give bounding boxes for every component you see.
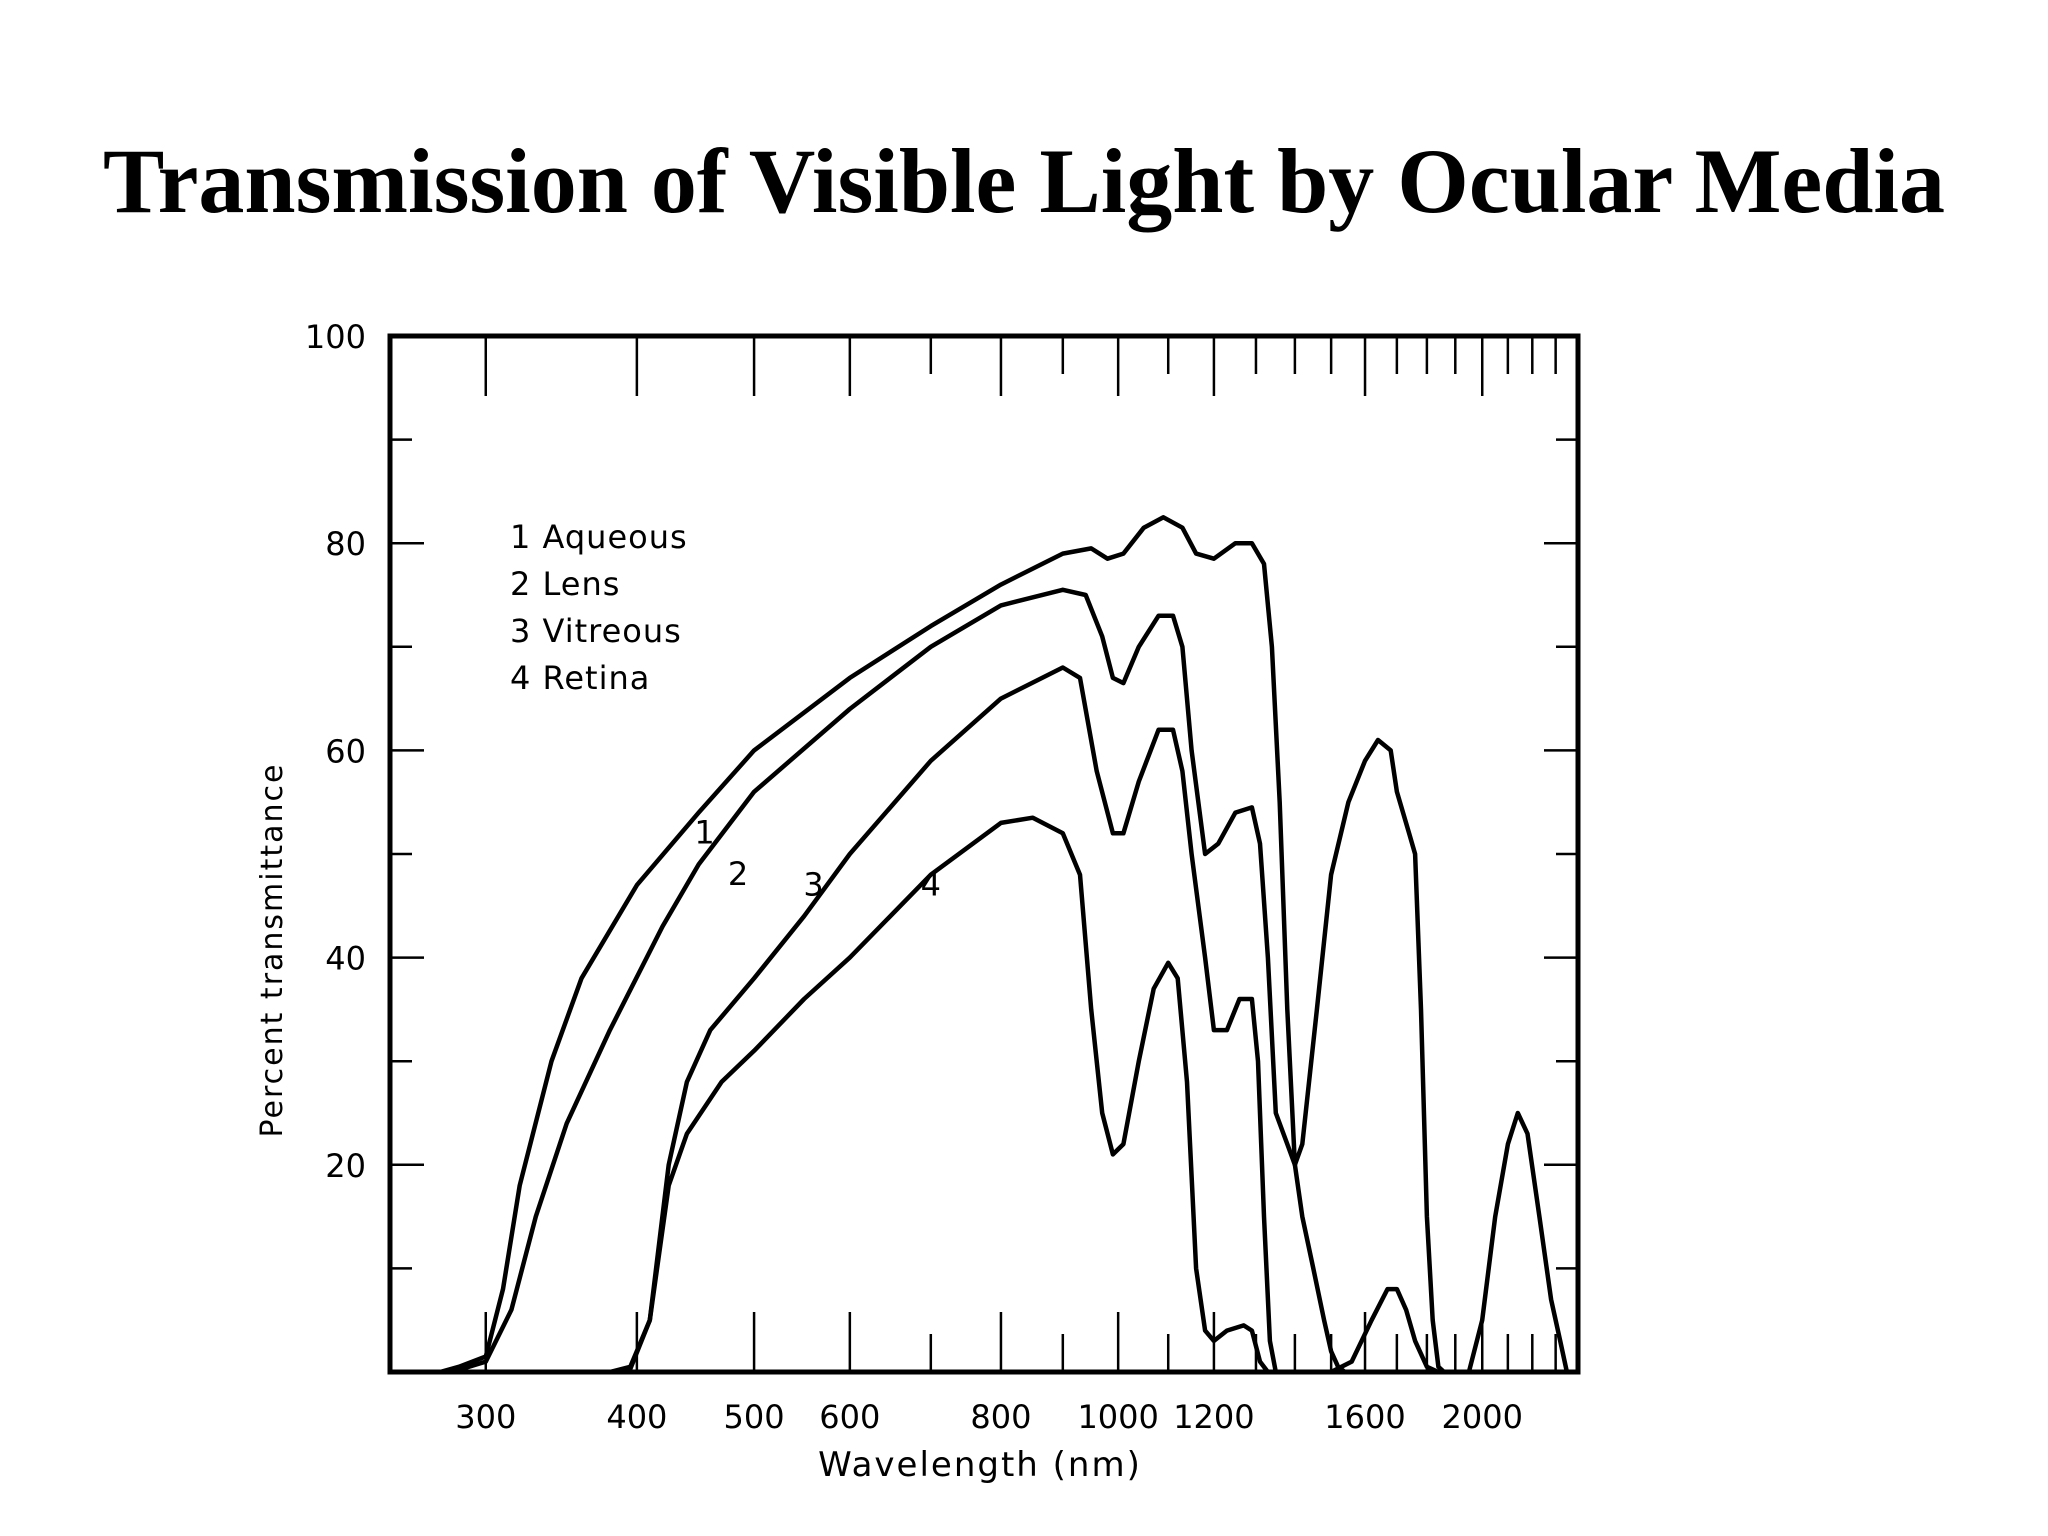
y-tick-label: 20 [325, 1147, 366, 1185]
y-tick-label: 40 [325, 940, 366, 978]
series-curves: 12 3 4 [437, 515, 1570, 1375]
x-tick-label: 1000 [1077, 1398, 1158, 1436]
curve-number-label: 4 [921, 865, 941, 903]
series-line-aqueous [437, 515, 1348, 1375]
x-tick-label: 2000 [1442, 1398, 1523, 1436]
x-tick-label: 500 [724, 1398, 785, 1436]
x-tick-label: 400 [606, 1398, 667, 1436]
axis-ticks [390, 336, 1578, 1372]
curve-number-label: 1 [694, 814, 714, 852]
legend-entry: 3 Vitreous [510, 612, 682, 650]
legend: 1 Aqueous 2 Lens 3 Vitreous 4 Retina [510, 518, 688, 697]
tick-labels: 20 40 60 80 100 300 400 500 600 800 1000 1200 1600 20… [305, 318, 1523, 1436]
x-tick-label: 300 [455, 1398, 516, 1436]
legend-entry: 2 Lens [510, 565, 620, 603]
plot-frame [387, 333, 1581, 1375]
legend-entry: 1 Aqueous [510, 518, 688, 556]
x-tick-label: 1200 [1173, 1398, 1254, 1436]
series-line-retina [607, 815, 1271, 1375]
curve-number-label: 3 [803, 865, 823, 903]
curve-number-label: 2 [728, 855, 748, 893]
x-axis-label: Wavelength (nm) [818, 1445, 1142, 1485]
x-tick-label: 1600 [1324, 1398, 1405, 1436]
x-tick-label: 800 [970, 1398, 1031, 1436]
series-line-vitreous [607, 665, 1441, 1375]
y-axis-label: Percent transmittance [255, 763, 290, 1138]
slide-title: Transmission of Visible Light by Ocular … [103, 130, 1945, 232]
plot-border [387, 333, 1581, 1375]
x-tick-label: 600 [819, 1398, 880, 1436]
y-tick-label: 100 [305, 318, 366, 356]
series-line-lens [437, 587, 1570, 1375]
y-tick-label: 80 [325, 525, 366, 563]
legend-entry: 4 Retina [510, 659, 650, 697]
y-tick-label: 60 [325, 732, 366, 770]
